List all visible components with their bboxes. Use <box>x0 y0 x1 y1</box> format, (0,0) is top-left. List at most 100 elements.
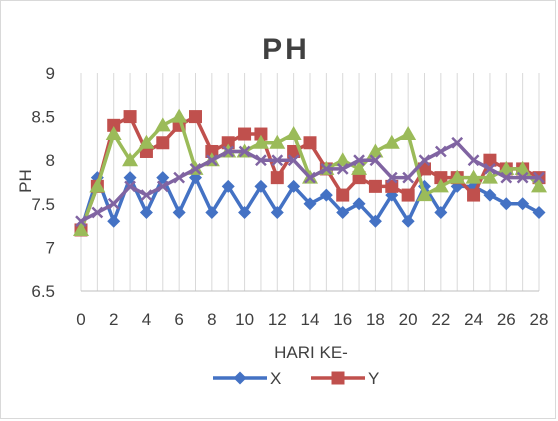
legend-item-X: X <box>213 369 281 388</box>
data-point <box>434 171 448 185</box>
data-point <box>385 179 399 193</box>
data-point <box>401 188 415 202</box>
data-point <box>73 221 89 236</box>
data-point <box>303 197 317 211</box>
data-point <box>123 110 137 124</box>
data-point <box>434 145 447 158</box>
data-point <box>75 215 87 228</box>
data-point <box>516 171 529 184</box>
data-point <box>173 171 186 184</box>
data-point <box>254 127 268 141</box>
data-point <box>467 154 480 167</box>
data-point <box>383 134 400 149</box>
data-point <box>533 171 545 184</box>
chart-title: PH <box>262 33 310 66</box>
y-tick-label: 8.5 <box>31 108 55 127</box>
data-point <box>123 171 137 185</box>
data-point <box>303 136 317 150</box>
data-point <box>205 154 218 167</box>
x-axis-label: HARI KE- <box>274 343 348 362</box>
data-point <box>483 188 497 202</box>
data-point <box>336 188 350 202</box>
x-tick-label: 28 <box>530 310 549 329</box>
data-point <box>107 197 120 210</box>
data-point <box>205 144 219 158</box>
data-point <box>189 110 202 124</box>
data-point <box>319 188 333 202</box>
x-tick-label: 0 <box>76 310 85 329</box>
data-point <box>105 126 122 141</box>
data-point <box>369 154 382 167</box>
data-point <box>122 152 139 167</box>
x-tick-label: 22 <box>431 310 450 329</box>
data-point <box>418 154 431 167</box>
data-point <box>124 180 136 193</box>
data-point <box>336 163 349 175</box>
data-point <box>401 214 415 228</box>
data-point <box>270 206 284 220</box>
data-point <box>287 144 301 158</box>
legend-item-Y: Y <box>311 369 379 388</box>
data-point <box>334 152 351 167</box>
data-point <box>156 180 169 193</box>
axis-layer: 6.577.588.590 2 4 6 8 10 12 14 16 18 20 22 24 26 28 <box>31 64 548 329</box>
legend-label: Y <box>368 369 379 388</box>
data-point <box>171 108 188 123</box>
data-point <box>285 126 302 141</box>
data-point <box>252 134 269 149</box>
data-point <box>270 171 284 185</box>
data-point <box>498 160 515 175</box>
data-point <box>352 197 366 211</box>
y-tick-label: 6.5 <box>31 282 55 301</box>
data-point <box>483 153 497 167</box>
data-point <box>154 117 171 132</box>
legend-marker <box>331 371 345 385</box>
data-point <box>138 134 155 149</box>
data-point <box>499 197 513 211</box>
series-layer <box>73 108 547 237</box>
data-point <box>238 206 252 220</box>
data-point <box>254 179 268 193</box>
y-axis-label: PH <box>16 169 35 193</box>
data-point <box>416 187 433 202</box>
data-point <box>287 154 300 167</box>
data-point <box>434 206 448 220</box>
data-point <box>484 163 496 175</box>
x-tick-label: 16 <box>333 310 352 329</box>
data-point <box>385 171 398 184</box>
data-point <box>402 171 415 184</box>
data-point <box>269 134 286 149</box>
data-point <box>532 206 546 220</box>
data-point <box>531 178 547 193</box>
data-point <box>271 154 284 167</box>
data-point <box>500 171 513 184</box>
data-point <box>156 171 170 185</box>
data-point <box>465 169 482 184</box>
data-point <box>221 136 235 150</box>
data-point <box>367 143 384 158</box>
data-point <box>238 145 251 158</box>
data-point <box>481 169 498 184</box>
x-tick-label: 8 <box>207 310 216 329</box>
legend-marker <box>233 371 247 385</box>
y-tick-label: 9 <box>46 64 55 83</box>
data-point <box>139 206 153 220</box>
data-point <box>221 179 235 193</box>
data-point <box>516 197 530 211</box>
data-point <box>172 206 186 220</box>
data-point <box>353 154 365 167</box>
x-tick-label: 12 <box>268 310 287 329</box>
data-point <box>449 169 466 184</box>
data-point <box>368 179 382 193</box>
data-point <box>304 171 316 184</box>
data-point <box>156 136 170 150</box>
data-point <box>432 178 449 193</box>
y-tick-label: 7.5 <box>31 195 55 214</box>
x-tick-label: 4 <box>142 310 151 329</box>
data-point <box>222 145 235 158</box>
x-tick-label: 10 <box>235 310 254 329</box>
y-tick-label: 8 <box>46 151 55 170</box>
data-point <box>189 163 202 175</box>
